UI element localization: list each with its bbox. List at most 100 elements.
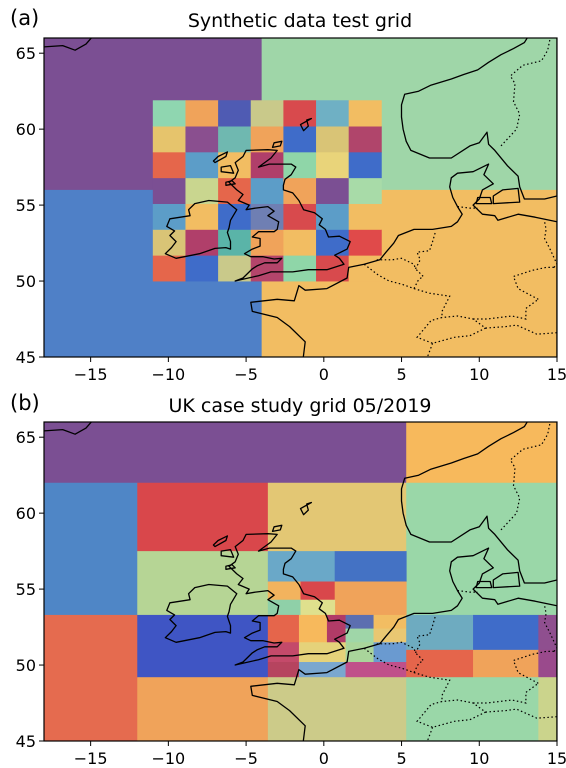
- grid-cell: [345, 642, 374, 663]
- grid-cell: [152, 177, 186, 204]
- y-tick-label: 50: [16, 656, 36, 675]
- coastline-continent: [250, 547, 557, 741]
- grid-cell: [334, 581, 407, 616]
- grid-cell: [348, 203, 382, 230]
- grid-cell: [185, 255, 219, 282]
- coastline-ireland: [164, 583, 238, 643]
- coastline-fyn: [475, 196, 493, 205]
- map-a: [44, 38, 557, 357]
- grid-cell: [152, 255, 186, 282]
- grid-cell: [283, 177, 317, 204]
- border-de_lux: [413, 268, 425, 289]
- grid-cell: [348, 255, 382, 282]
- grid-cell: [300, 599, 336, 616]
- grid-cell: [44, 614, 138, 741]
- grid-cell: [250, 255, 284, 282]
- coastline-skye: [220, 164, 235, 174]
- grid-cell: [538, 649, 557, 678]
- x-tick-label: −10: [151, 365, 185, 384]
- coastline-mull: [225, 564, 236, 570]
- x-tick-label: −15: [74, 749, 108, 768]
- x-tick-label: 0: [319, 749, 329, 768]
- coastline-skye: [220, 548, 235, 558]
- grid-cell: [345, 662, 407, 678]
- grid-cell: [316, 151, 350, 179]
- x-tick-label: 5: [396, 365, 406, 384]
- panel-b-axes: −15 −10 −5 0 5 10 15 45 50 55 60 65: [16, 428, 566, 768]
- y-tick-label: 50: [16, 272, 36, 291]
- grid-cell: [218, 255, 252, 282]
- panel-a-axes: −15 −10 −5 0 5 10 15 45 50 55 60 65: [16, 44, 566, 384]
- border-ch: [416, 699, 487, 728]
- map-b: [44, 422, 557, 741]
- y-tick-label: 45: [16, 732, 36, 751]
- grid-cell: [298, 662, 346, 678]
- x-tick-label: 0: [319, 365, 329, 384]
- coastline-ireland: [164, 199, 238, 259]
- coastline-lewis: [212, 535, 229, 548]
- grid-cell: [283, 229, 317, 256]
- grid-cell: [185, 100, 219, 127]
- grid-cell: [406, 614, 474, 651]
- grid-cell: [137, 614, 269, 678]
- grid-cell: [185, 126, 219, 153]
- grid-cell: [348, 151, 382, 179]
- coastline-shetland: [299, 501, 313, 516]
- grid-cell: [267, 482, 407, 552]
- x-tick-label: 10: [469, 365, 489, 384]
- grid-cell: [185, 177, 219, 204]
- border-de_lux: [413, 652, 425, 673]
- coastline-iceland: [44, 422, 93, 435]
- grid-cell: [406, 482, 557, 616]
- grid-cell: [137, 551, 269, 616]
- y-tick-label: 65: [16, 44, 36, 63]
- grid-cell: [373, 628, 407, 643]
- y-tick-label: 65: [16, 428, 36, 447]
- coastline-lewis: [212, 151, 229, 164]
- border-fr_de: [413, 672, 451, 702]
- grid-cell: [298, 614, 328, 643]
- grid-cell: [538, 614, 557, 651]
- x-tick-label: −5: [234, 365, 258, 384]
- grid-cell: [152, 100, 186, 127]
- coastline-continent: [250, 163, 557, 357]
- grid-cell: [267, 642, 300, 663]
- coastline-orkney: [271, 140, 283, 149]
- grid-cell: [267, 677, 407, 741]
- grid-cell: [473, 649, 539, 678]
- grid-cell: [250, 177, 284, 204]
- panel-a-title: Synthetic data test grid: [188, 10, 412, 32]
- border-fr_it: [427, 727, 434, 741]
- grid-cell: [316, 100, 350, 127]
- grid-cell: [283, 203, 317, 230]
- panel-a: (a) Synthetic data test grid −15 −10 −5 0 5 1…: [10, 6, 566, 384]
- x-tick-label: 10: [469, 749, 489, 768]
- y-tick-label: 60: [16, 120, 36, 139]
- grid-cell: [283, 255, 317, 282]
- border-fr_it: [427, 343, 434, 357]
- coastline-orkney: [271, 524, 283, 533]
- y-tick-label: 55: [16, 196, 36, 215]
- coastline-gb: [228, 533, 351, 666]
- panel-a-letter: (a): [10, 6, 39, 30]
- border-no_se: [500, 38, 551, 147]
- grid-cell: [348, 177, 382, 204]
- grid-cell: [44, 422, 407, 484]
- grid-cell: [345, 628, 374, 643]
- border-ch: [416, 315, 487, 344]
- grid-cell: [250, 100, 284, 127]
- grid-cell: [250, 126, 284, 153]
- grid-cell: [283, 126, 317, 153]
- grid-cell: [218, 151, 252, 179]
- coastline-fyn: [475, 580, 493, 589]
- grid-cell: [267, 662, 300, 678]
- border-nl_de: [414, 230, 437, 270]
- panel-b: (b) UK case study grid 05/2019 −15 −10 −5 0…: [10, 391, 566, 768]
- panel-a-frame: [43, 37, 558, 358]
- grid-cell: [406, 677, 539, 741]
- coastline-zealand: [492, 187, 521, 205]
- coastline-shetland: [299, 117, 313, 132]
- grid-cell: [406, 422, 557, 484]
- grid-cell: [348, 126, 382, 153]
- border-nl_de: [414, 614, 437, 654]
